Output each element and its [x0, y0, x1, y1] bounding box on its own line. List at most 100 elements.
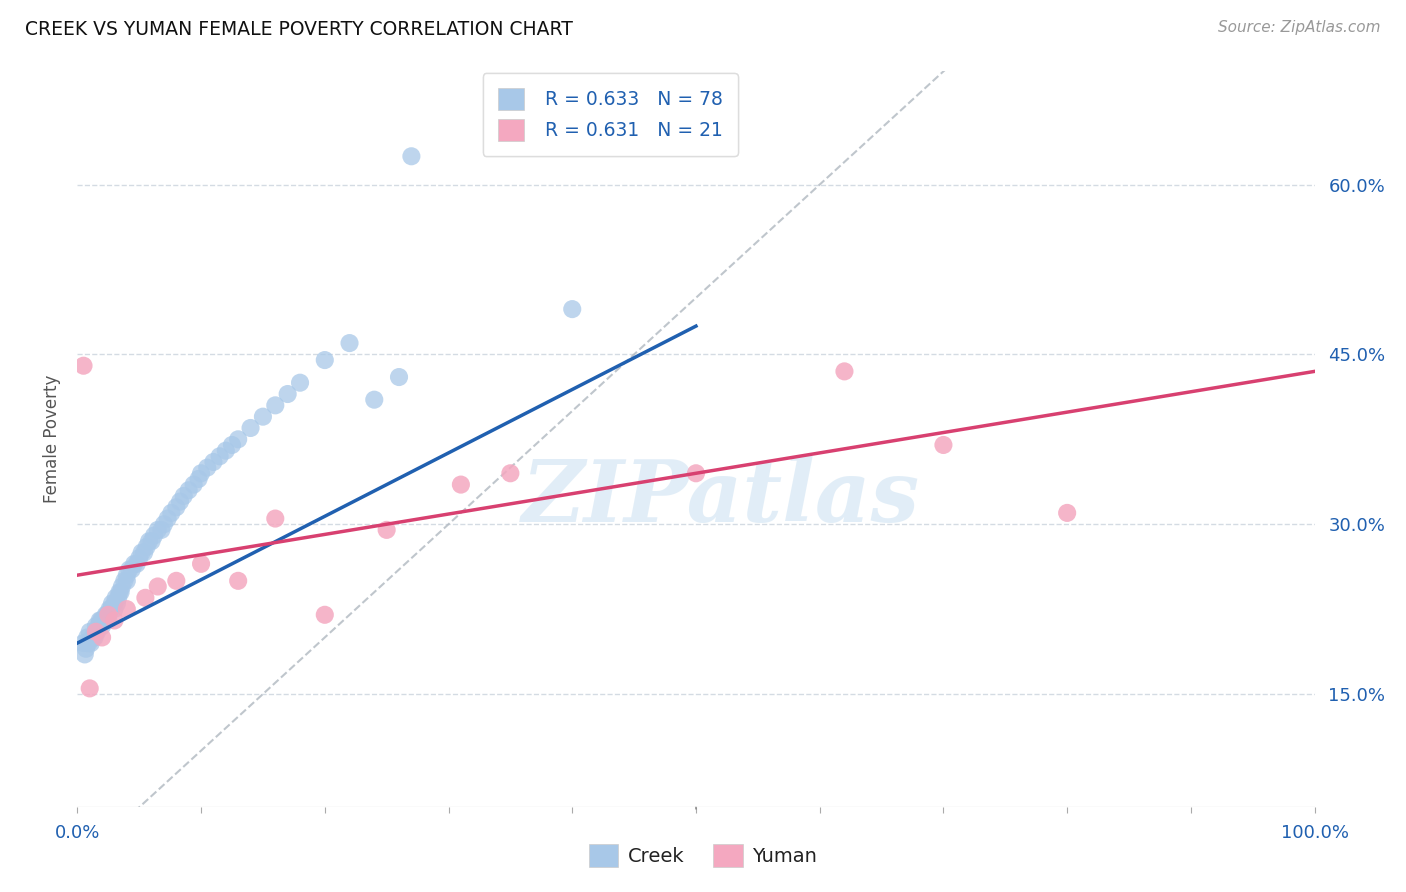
- Point: [73, 648, 96, 662]
- Point: [84, 619, 107, 633]
- Point: [169, 494, 191, 508]
- Point: [1056, 506, 1078, 520]
- Point: [134, 545, 156, 559]
- Point: [100, 602, 122, 616]
- Point: [202, 455, 225, 469]
- Point: [103, 597, 125, 611]
- Point: [112, 574, 135, 588]
- Point: [450, 477, 472, 491]
- Point: [89, 614, 111, 628]
- Point: [107, 591, 129, 605]
- Point: [90, 614, 112, 628]
- Point: [834, 364, 856, 378]
- Point: [103, 614, 125, 628]
- Point: [153, 517, 176, 532]
- Legend:   R = 0.633   N = 78,   R = 0.631   N = 21: R = 0.633 N = 78, R = 0.631 N = 21: [482, 73, 738, 156]
- Point: [150, 523, 173, 537]
- Point: [84, 624, 107, 639]
- Point: [131, 545, 153, 559]
- Point: [499, 467, 522, 481]
- Point: [91, 619, 114, 633]
- Point: [314, 607, 336, 622]
- Point: [146, 523, 169, 537]
- Point: [97, 607, 120, 622]
- Point: [115, 568, 138, 582]
- Point: [84, 624, 107, 639]
- Point: [685, 467, 707, 481]
- Point: [183, 477, 205, 491]
- Point: [165, 574, 187, 588]
- Point: [110, 585, 132, 599]
- Point: [143, 528, 166, 542]
- Point: [76, 631, 98, 645]
- Point: [105, 597, 128, 611]
- Point: [195, 460, 218, 475]
- Point: [277, 387, 299, 401]
- Point: [98, 602, 121, 616]
- Point: [91, 614, 114, 628]
- Point: [111, 580, 134, 594]
- Point: [118, 562, 141, 576]
- Point: [134, 591, 156, 605]
- Point: [388, 370, 411, 384]
- Point: [190, 467, 212, 481]
- Point: [932, 438, 955, 452]
- Point: [177, 483, 200, 498]
- Point: [165, 500, 187, 515]
- Text: Source: ZipAtlas.com: Source: ZipAtlas.com: [1218, 20, 1381, 35]
- Point: [87, 619, 110, 633]
- Point: [288, 376, 311, 390]
- Point: [314, 353, 336, 368]
- Point: [156, 511, 179, 525]
- Point: [121, 562, 143, 576]
- Point: [79, 624, 101, 639]
- Point: [141, 534, 163, 549]
- Point: [115, 574, 138, 588]
- Point: [146, 580, 169, 594]
- Point: [215, 443, 238, 458]
- Point: [135, 540, 157, 554]
- Point: [72, 359, 94, 373]
- Point: [101, 597, 124, 611]
- Point: [80, 636, 103, 650]
- Point: [79, 681, 101, 696]
- Point: [115, 602, 138, 616]
- Point: [104, 591, 127, 605]
- Text: ZIPatlas: ZIPatlas: [522, 457, 920, 540]
- Point: [252, 409, 274, 424]
- Legend: Creek, Yuman: Creek, Yuman: [581, 836, 825, 875]
- Point: [82, 631, 104, 645]
- Point: [561, 302, 583, 317]
- Point: [83, 631, 105, 645]
- Point: [401, 149, 423, 163]
- Point: [122, 557, 145, 571]
- Point: [187, 472, 209, 486]
- Point: [77, 636, 100, 650]
- Point: [264, 511, 287, 525]
- Point: [138, 534, 160, 549]
- Point: [108, 585, 131, 599]
- Point: [97, 614, 120, 628]
- Point: [72, 636, 94, 650]
- Point: [94, 607, 117, 622]
- Point: [173, 489, 195, 503]
- Text: CREEK VS YUMAN FEMALE POVERTY CORRELATION CHART: CREEK VS YUMAN FEMALE POVERTY CORRELATIO…: [25, 20, 574, 38]
- Point: [96, 607, 118, 622]
- Point: [363, 392, 385, 407]
- Point: [86, 624, 108, 639]
- Point: [160, 506, 183, 520]
- Point: [339, 336, 361, 351]
- Point: [91, 614, 114, 628]
- Point: [190, 557, 212, 571]
- Point: [239, 421, 262, 435]
- Point: [103, 602, 125, 616]
- Point: [125, 557, 148, 571]
- Point: [226, 432, 249, 446]
- Point: [375, 523, 398, 537]
- Y-axis label: Female Poverty: Female Poverty: [42, 376, 60, 503]
- Point: [97, 607, 120, 622]
- Point: [264, 398, 287, 412]
- Point: [221, 438, 243, 452]
- Point: [93, 614, 115, 628]
- Point: [128, 551, 150, 566]
